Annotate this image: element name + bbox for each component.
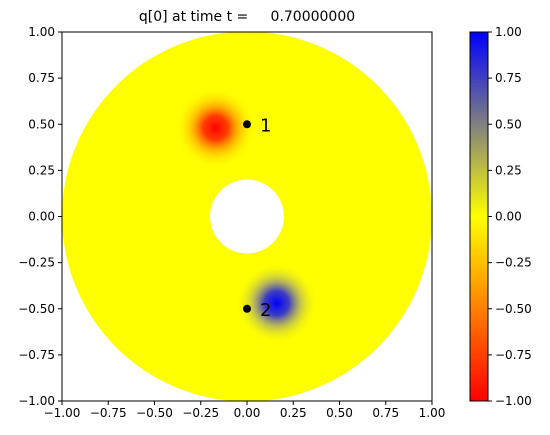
y-tick-label: −0.75: [18, 348, 55, 362]
y-axis: −1.00 −0.75 −0.50 −0.25 0.00 0.25 0.50 0.75 1.00: [18, 25, 62, 408]
x-tick-label: 1.00: [419, 406, 446, 420]
y-tick-label: 1.00: [28, 25, 55, 39]
plot-area: 12: [62, 32, 432, 401]
y-tick-label: −0.50: [18, 302, 55, 316]
colorbar-tick-label: 0.00: [495, 210, 522, 224]
colorbar-tick-label: 0.75: [495, 71, 522, 85]
x-tick-label: 0.75: [372, 406, 399, 420]
colorbar-tick-label: 1.00: [495, 25, 522, 39]
marker-point-1: [243, 120, 251, 129]
marker-label-1: 1: [260, 115, 271, 136]
colorbar-tick-label: −0.25: [495, 256, 532, 270]
colorbar: [469, 31, 489, 402]
colorbar-axis: 1.00 0.75 0.50 0.25 0.00 −0.25 −0.50 −0.75 −1.00: [488, 25, 532, 408]
y-tick-label: 0.00: [28, 210, 55, 224]
x-tick-label: −0.75: [90, 406, 127, 420]
chart-title: q[0] at time t = 0.70000000: [139, 9, 355, 25]
field-blob-positive: [235, 262, 318, 344]
x-axis: −1.00 −0.75 −0.50 −0.25 0.00 0.25 0.50 0.75 1.00: [44, 401, 446, 420]
markers: 12: [243, 115, 271, 321]
x-tick-label: −1.00: [44, 406, 81, 420]
x-tick-label: 0.25: [280, 406, 307, 420]
colorbar-tick-label: 0.25: [495, 163, 522, 177]
colorbar-tick-label: −1.00: [495, 394, 532, 408]
y-tick-label: −1.00: [18, 394, 55, 408]
annulus-hole: [210, 179, 284, 254]
colorbar-tick-label: 0.50: [495, 117, 522, 131]
x-tick-label: 0.50: [326, 406, 353, 420]
x-tick-label: −0.50: [136, 406, 173, 420]
colorbar-tick-label: −0.50: [495, 302, 532, 316]
y-tick-label: 0.50: [28, 117, 55, 131]
marker-point-2: [243, 304, 251, 313]
marker-label-2: 2: [260, 300, 271, 321]
y-tick-label: 0.75: [28, 71, 55, 85]
x-tick-label: −0.25: [182, 406, 219, 420]
field-blob-negative: [174, 87, 257, 169]
y-tick-label: −0.25: [18, 256, 55, 270]
y-tick-label: 0.25: [28, 163, 55, 177]
colorbar-tick-label: −0.75: [495, 348, 532, 362]
x-tick-label: 0.00: [234, 406, 261, 420]
